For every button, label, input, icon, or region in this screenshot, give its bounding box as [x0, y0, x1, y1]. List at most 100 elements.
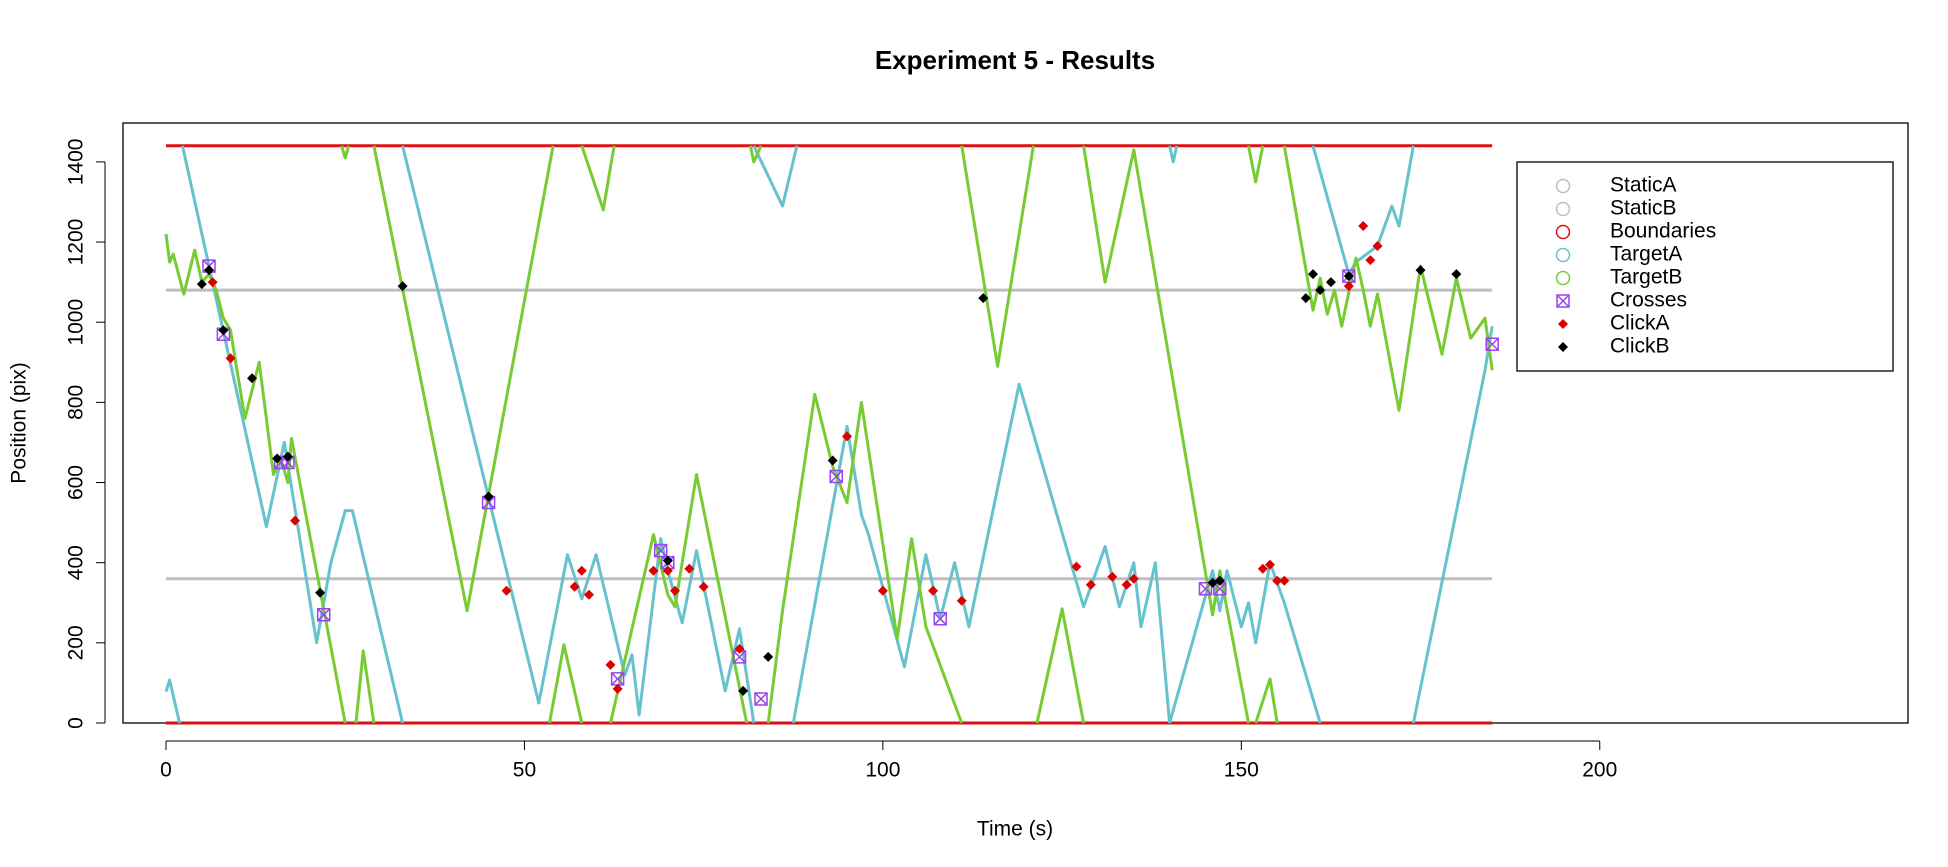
- point: [483, 491, 494, 502]
- y-tick-label: 1400: [65, 139, 88, 186]
- legend-label: StaticB: [1610, 197, 1677, 220]
- point: [576, 565, 587, 576]
- point: [1272, 575, 1283, 586]
- legend: StaticAStaticBBoundariesTargetATargetBCr…: [1516, 161, 1894, 372]
- x-tick-label: 100: [865, 759, 900, 782]
- x-tick-label: 200: [1582, 759, 1617, 782]
- point: [877, 585, 888, 596]
- point: [978, 293, 989, 304]
- point: [1325, 277, 1336, 288]
- point: [1365, 255, 1376, 266]
- point: [1264, 559, 1275, 570]
- y-tick-label: 400: [65, 545, 88, 580]
- legend-label: ClickA: [1610, 312, 1670, 335]
- legend-label: TargetA: [1610, 243, 1682, 266]
- point: [1107, 571, 1118, 582]
- point: [1128, 573, 1139, 584]
- point: [290, 515, 301, 526]
- legend-box: [1516, 161, 1894, 372]
- point: [842, 431, 853, 442]
- point: [1279, 575, 1290, 586]
- point: [1071, 561, 1082, 572]
- x-tick-label: 50: [513, 759, 536, 782]
- series-line: [164, 145, 1494, 724]
- point: [1257, 563, 1268, 574]
- point: [1315, 285, 1326, 296]
- point: [1415, 265, 1426, 276]
- y-axis-label: Position (pix): [8, 362, 31, 483]
- point: [1198, 581, 1213, 596]
- x-tick-label: 0: [160, 759, 172, 782]
- legend-marker: [1555, 247, 1571, 263]
- y-tick-label: 600: [65, 465, 88, 500]
- point: [1207, 577, 1218, 588]
- point: [669, 585, 680, 596]
- point: [569, 581, 580, 592]
- legend-marker: [1556, 294, 1570, 308]
- y-tick-label: 200: [65, 625, 88, 660]
- point: [1451, 269, 1462, 280]
- point: [1358, 221, 1369, 232]
- point: [933, 612, 947, 626]
- legend-label: StaticA: [1610, 174, 1677, 197]
- point: [612, 683, 623, 694]
- legend-marker: [1555, 224, 1571, 240]
- point: [397, 281, 408, 292]
- point: [247, 373, 258, 384]
- point: [315, 587, 326, 598]
- point: [738, 685, 749, 696]
- legend-marker: [1555, 270, 1571, 286]
- point: [225, 353, 236, 364]
- point: [754, 692, 768, 706]
- legend-label: TargetB: [1610, 266, 1682, 289]
- point: [610, 672, 625, 686]
- point: [1085, 579, 1096, 590]
- point: [272, 453, 283, 464]
- legend-marker: [1558, 319, 1568, 329]
- point: [1300, 293, 1311, 304]
- x-axis-label: Time (s): [977, 818, 1053, 841]
- point: [1308, 269, 1318, 280]
- point: [829, 469, 844, 484]
- x-tick-label: 150: [1224, 759, 1259, 782]
- legend-label: ClickB: [1610, 335, 1670, 358]
- y-tick-label: 800: [65, 385, 88, 420]
- point: [207, 277, 218, 288]
- point: [648, 565, 659, 576]
- legend-marker: [1555, 201, 1571, 217]
- legend-label: Crosses: [1610, 289, 1687, 312]
- point: [1485, 337, 1499, 351]
- y-tick-label: 0: [65, 717, 88, 729]
- series-line: [164, 145, 1494, 724]
- point: [218, 325, 229, 336]
- point: [1343, 281, 1354, 292]
- point: [698, 581, 709, 592]
- legend-marker: [1555, 178, 1571, 194]
- point: [1214, 575, 1225, 586]
- point: [583, 589, 594, 600]
- point: [605, 659, 616, 670]
- legend-marker: [1558, 342, 1568, 352]
- y-tick-label: 1000: [65, 299, 88, 346]
- y-tick-label: 1200: [65, 219, 88, 266]
- point: [827, 455, 838, 466]
- point: [662, 555, 673, 566]
- point: [282, 451, 293, 462]
- point: [1372, 241, 1383, 252]
- point: [928, 585, 939, 596]
- point: [1343, 271, 1354, 282]
- point: [316, 608, 331, 622]
- point: [734, 643, 745, 654]
- point: [684, 563, 695, 574]
- point: [956, 595, 967, 606]
- chart-title: Experiment 5 - Results: [875, 45, 1155, 75]
- legend-label: Boundaries: [1610, 220, 1716, 243]
- point: [763, 651, 774, 662]
- point: [662, 565, 673, 576]
- point: [196, 279, 207, 290]
- point: [501, 585, 512, 596]
- series-line: [166, 144, 1493, 725]
- point: [1121, 579, 1132, 590]
- point: [204, 265, 215, 276]
